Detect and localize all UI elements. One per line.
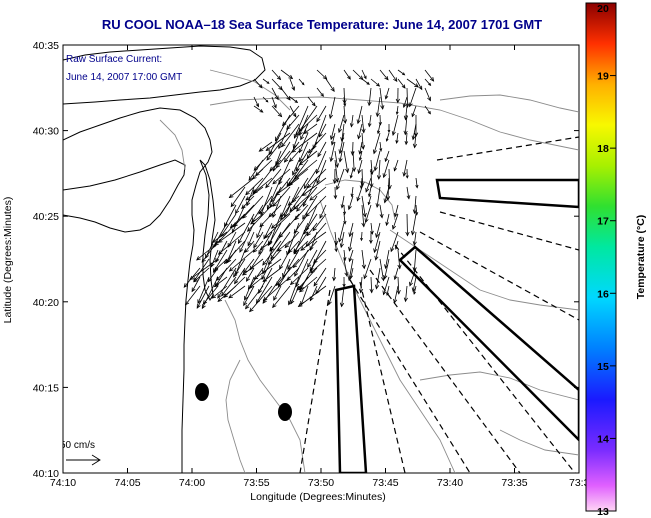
y-axis: 40:35 40:30 40:25 40:20 40:15 40:10 [33, 40, 579, 480]
y-tick-label: 40:20 [33, 297, 59, 309]
x-axis-label: Longitude (Degrees:Minutes) [250, 491, 385, 503]
polygon-south [334, 284, 368, 473]
x-tick-label: 73:40 [437, 477, 463, 489]
inset-title: Raw Surface Current: [66, 54, 162, 65]
polygon-east [435, 178, 579, 209]
x-tick-label: 73:45 [372, 477, 398, 489]
sampling-polygons [334, 178, 579, 473]
colorbar-tick-label: 16 [597, 288, 609, 300]
colorbar-tick-label: 18 [597, 143, 609, 155]
buoy-marker-west [195, 383, 209, 401]
colorbar-tick-label: 13 [597, 506, 609, 518]
inset-timestamp: June 14, 2007 17:00 GMT [66, 72, 182, 83]
hook-spit [199, 159, 216, 302]
colorbar-tick-label: 20 [597, 3, 609, 15]
y-axis-label: Latitude (Degrees:Minutes) [2, 197, 14, 324]
x-tick-label: 73:50 [308, 477, 334, 489]
plot-area [62, 44, 580, 474]
buoy-marker-east [278, 403, 292, 421]
map-layers: Raw Surface Current: June 14, 2007 17:00… [60, 45, 579, 473]
bay-shoreline [63, 159, 186, 233]
peninsula-outline [63, 45, 266, 105]
y-tick-label: 40:30 [33, 126, 59, 138]
x-axis: 74:10 74:05 74:00 73:55 73:50 73:45 73:40 73:35… [50, 45, 590, 489]
colorbar-tick-label: 17 [597, 216, 609, 228]
x-tick-label: 74:10 [50, 477, 76, 489]
scale-label: 50 cm/s [60, 440, 95, 451]
y-tick-label: 40:35 [33, 40, 59, 52]
colorbar-ticks: 20 19 18 17 16 15 14 13 [597, 2, 616, 518]
polygon-southeast [398, 245, 579, 442]
scale-arrow [66, 454, 101, 466]
colorbar [585, 2, 617, 512]
map-title: RU COOL NOAA–18 Sea Surface Temperature:… [102, 17, 542, 32]
x-tick-label: 73:35 [501, 477, 527, 489]
surface-current-vectors [183, 69, 435, 313]
colorbar-tick-label: 15 [597, 361, 609, 373]
x-tick-label: 74:05 [114, 477, 140, 489]
colorbar-label: Temperature (°C) [635, 215, 647, 300]
bathymetry-contours [159, 69, 579, 473]
x-tick-label: 73:3 [569, 477, 590, 489]
y-tick-label: 40:10 [33, 468, 59, 480]
coastline [63, 107, 213, 473]
colorbar-tick-label: 19 [597, 71, 609, 83]
x-tick-label: 73:55 [243, 477, 269, 489]
y-tick-label: 40:25 [33, 211, 59, 223]
x-tick-label: 74:00 [179, 477, 205, 489]
y-tick-label: 40:15 [33, 382, 59, 394]
colorbar-tick-label: 14 [597, 433, 609, 445]
transect-lines [299, 136, 579, 473]
